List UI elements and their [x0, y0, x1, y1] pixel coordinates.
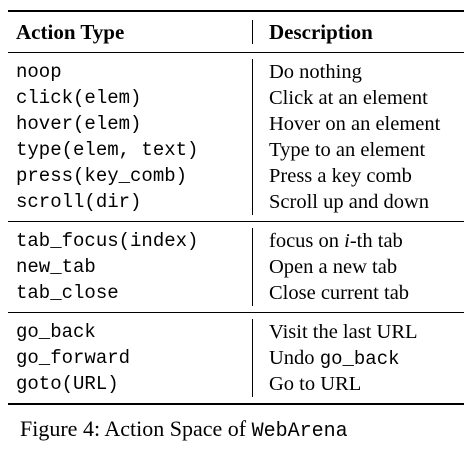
- description-text: focus on: [269, 229, 345, 252]
- table-header-row: Action Type Description: [8, 12, 464, 52]
- action-cell: noop: [16, 61, 62, 83]
- action-space-table: Action Type Description noop Do nothing …: [8, 10, 464, 405]
- table-row: go_forward Undo go_back: [8, 345, 464, 371]
- description-cell: Click at an element: [269, 86, 428, 109]
- column-divider: [252, 254, 253, 280]
- table-row: noop Do nothing: [8, 59, 464, 85]
- index-variable: i: [344, 229, 350, 252]
- column-divider: [252, 189, 253, 215]
- table-row: new_tab Open a new tab: [8, 254, 464, 280]
- column-divider: [252, 20, 253, 44]
- action-cell: go_back: [16, 321, 96, 343]
- description-cell: Go to URL: [269, 372, 362, 395]
- description-cell: Open a new tab: [269, 255, 398, 278]
- group-rule: [8, 221, 464, 222]
- table-bottom-rule: [8, 403, 464, 405]
- description-text: -th tab: [349, 229, 403, 252]
- table-header-rule: [8, 52, 464, 53]
- table-row: scroll(dir) Scroll up and down: [8, 189, 464, 215]
- action-cell: go_forward: [16, 347, 131, 369]
- column-divider: [252, 137, 253, 163]
- column-divider: [252, 111, 253, 137]
- header-description: Description: [269, 19, 373, 44]
- table-row: hover(elem) Hover on an element: [8, 111, 464, 137]
- table-row: tab_close Close current tab: [8, 280, 464, 306]
- column-divider: [252, 319, 253, 345]
- table-row: tab_focus(index) focus on i-th tab: [8, 228, 464, 254]
- table-group-url-actions: go_back Visit the last URL go_forward Un…: [8, 313, 464, 403]
- description-cell: Press a key comb: [269, 164, 412, 187]
- description-cell: Hover on an element: [269, 112, 441, 135]
- header-action-type: Action Type: [16, 19, 125, 44]
- table-row: type(elem, text) Type to an element: [8, 137, 464, 163]
- caption-text: Figure 4: Action Space of: [20, 416, 252, 441]
- action-cell: new_tab: [16, 256, 96, 278]
- description-cell: focus on i-th tab: [253, 230, 464, 253]
- inline-code: go_back: [319, 347, 400, 370]
- description-cell: Scroll up and down: [269, 190, 429, 213]
- action-cell: click(elem): [16, 87, 142, 109]
- table-row: click(elem) Click at an element: [8, 85, 464, 111]
- action-cell: goto(URL): [16, 373, 119, 395]
- description-text: Undo: [269, 346, 320, 369]
- table-top-rule: [8, 10, 464, 12]
- action-cell: scroll(dir): [16, 191, 142, 213]
- action-cell: type(elem, text): [16, 139, 199, 161]
- description-cell: Type to an element: [269, 138, 426, 161]
- column-divider: [252, 345, 253, 371]
- action-cell: hover(elem): [16, 113, 142, 135]
- column-divider: [252, 59, 253, 85]
- column-divider: [252, 371, 253, 397]
- group-rule: [8, 312, 464, 313]
- column-divider: [252, 228, 253, 254]
- column-divider: [252, 85, 253, 111]
- table-row: goto(URL) Go to URL: [8, 371, 464, 397]
- action-cell: press(key_comb): [16, 165, 188, 187]
- description-cell: Undo go_back: [253, 347, 464, 370]
- table-group-element-actions: noop Do nothing click(elem) Click at an …: [8, 53, 464, 221]
- column-divider: [252, 163, 253, 189]
- action-cell: tab_close: [16, 282, 119, 304]
- figure-caption: Figure 4: Action Space of WebArena: [20, 416, 348, 443]
- table-group-tab-actions: tab_focus(index) focus on i-th tab new_t…: [8, 222, 464, 312]
- description-cell: Close current tab: [269, 281, 410, 304]
- description-cell: Do nothing: [269, 60, 362, 83]
- action-cell: tab_focus(index): [16, 230, 199, 252]
- column-divider: [252, 280, 253, 306]
- caption-code: WebArena: [251, 420, 348, 443]
- table-row: go_back Visit the last URL: [8, 319, 464, 345]
- table-row: press(key_comb) Press a key comb: [8, 163, 464, 189]
- description-cell: Visit the last URL: [269, 320, 418, 343]
